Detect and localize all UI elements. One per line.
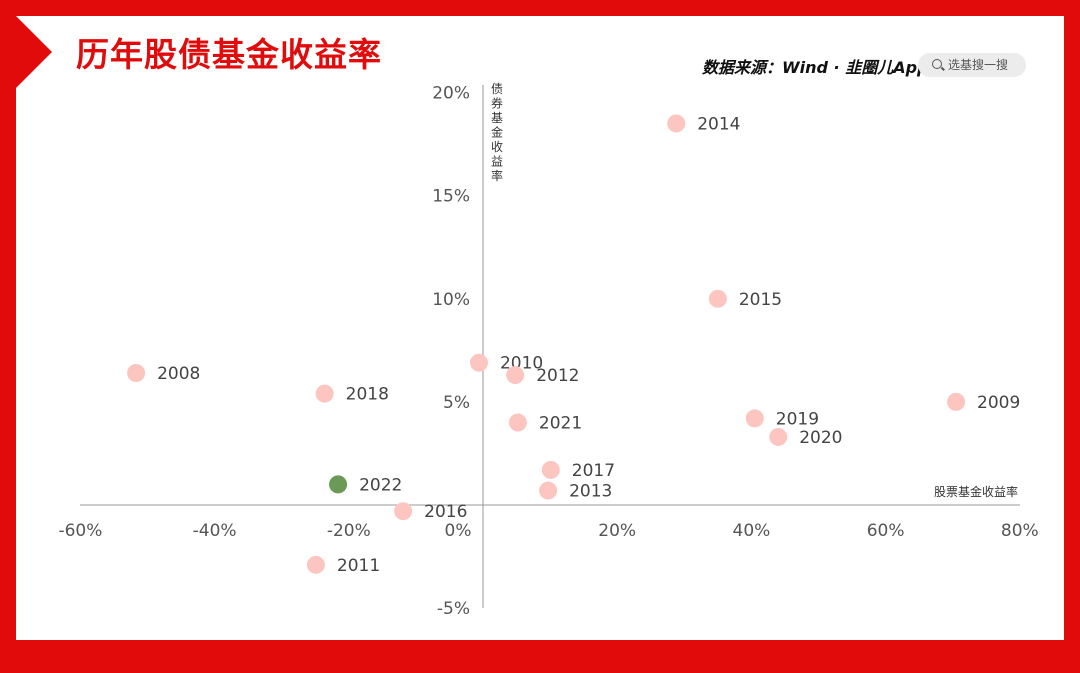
x-tick-label: 60%	[867, 521, 905, 541]
point-2020	[769, 427, 788, 446]
point-label-2014: 2014	[697, 114, 740, 134]
point-2021	[508, 413, 527, 432]
data-points: 2008201820222016201120102012202120172013…	[127, 114, 1020, 576]
search-button[interactable]: 选基搜一搜	[918, 53, 1026, 77]
point-2009	[947, 392, 966, 411]
search-icon	[932, 59, 942, 69]
point-2016	[394, 502, 413, 521]
point-2010	[469, 353, 488, 372]
point-label-2009: 2009	[977, 393, 1020, 413]
x-tick-label: 80%	[1001, 521, 1039, 541]
point-2022	[329, 475, 348, 494]
point-label-2020: 2020	[799, 428, 842, 448]
x-axis-title: 股票基金收益率	[934, 484, 1018, 499]
point-label-2018: 2018	[346, 385, 389, 405]
axes: 股票基金收益率 债券基金收益率	[80, 82, 1020, 608]
data-source: 数据来源：Wind · 韭圈儿App	[702, 58, 929, 77]
y-tick-label: 5%	[443, 393, 470, 413]
point-2013	[539, 481, 558, 500]
x-tick-label: 40%	[733, 521, 771, 541]
point-2018	[315, 384, 334, 403]
point-label-2013: 2013	[569, 482, 612, 502]
point-label-2021: 2021	[539, 414, 582, 434]
corner-notch	[0, 0, 52, 104]
point-label-2011: 2011	[337, 556, 380, 576]
point-2015	[708, 289, 727, 308]
point-label-2017: 2017	[572, 461, 615, 481]
point-label-2015: 2015	[739, 290, 782, 310]
y-tick-label: 20%	[432, 84, 470, 104]
tick-labels: -60% -40% -20% 0% 20% 40% 60% 80% -5% 5% 10% 15% 20%	[58, 84, 1038, 620]
page-title: 历年股债基金收益率	[76, 35, 382, 74]
point-2008	[127, 364, 146, 382]
point-label-2019: 2019	[776, 409, 819, 429]
y-tick-label: -5%	[437, 599, 470, 619]
point-label-2022: 2022	[359, 475, 402, 495]
point-2014	[667, 114, 686, 133]
point-label-2008: 2008	[157, 364, 200, 384]
point-2017	[541, 460, 560, 479]
chart-panel	[16, 16, 1064, 640]
point-2012	[506, 366, 525, 385]
x-tick-label: -60%	[58, 521, 102, 541]
x-tick-label: 20%	[598, 521, 636, 541]
search-label: 选基搜一搜	[948, 58, 1009, 72]
y-tick-label: 15%	[432, 187, 470, 207]
point-2011	[306, 555, 325, 574]
y-tick-label: 10%	[432, 290, 470, 310]
y-axis-title: 债券基金收益率	[491, 82, 503, 183]
x-tick-label: 0%	[445, 521, 472, 541]
point-label-2016: 2016	[424, 502, 467, 522]
point-2019	[745, 409, 764, 428]
point-label-2012: 2012	[536, 366, 579, 386]
x-tick-label: -40%	[193, 521, 237, 541]
x-tick-label: -20%	[327, 521, 371, 541]
